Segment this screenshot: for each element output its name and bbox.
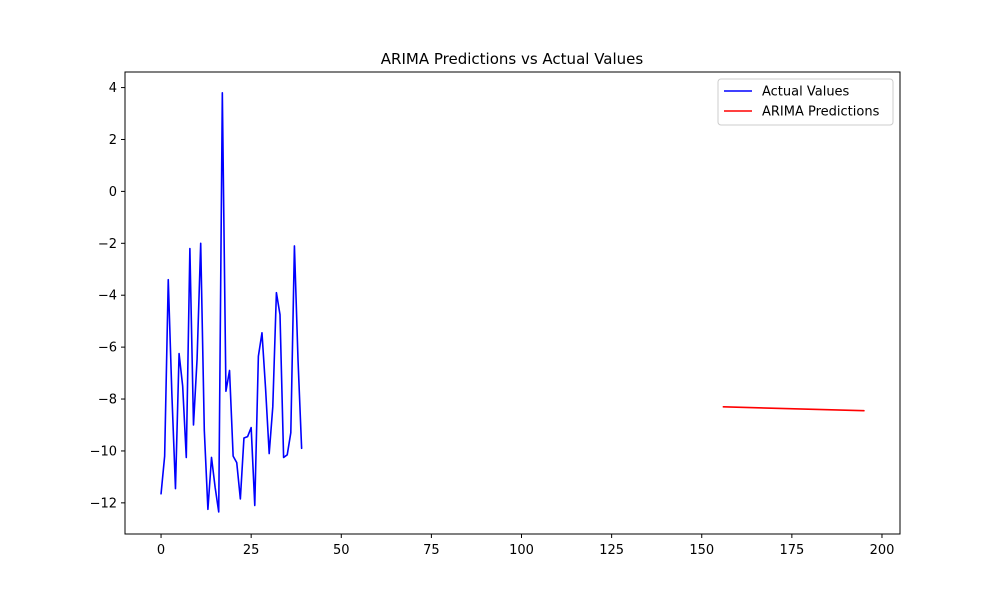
x-tick-label: 25 <box>243 543 260 558</box>
y-tick-label: −6 <box>98 341 117 356</box>
y-tick-label: −2 <box>98 237 117 252</box>
y-tick-label: 2 <box>109 133 117 148</box>
series-line-actual-values <box>160 91 303 513</box>
x-tick-label: 75 <box>423 543 440 558</box>
x-tick-label: 150 <box>689 543 714 558</box>
y-tick-label: −4 <box>98 289 117 304</box>
x-tick-label: 100 <box>509 543 534 558</box>
y-tick-label: 4 <box>109 81 117 96</box>
x-tick-label: 50 <box>333 543 350 558</box>
legend-box <box>717 78 894 126</box>
series-line-arima-predictions <box>722 406 865 412</box>
legend-label: Actual Values <box>762 85 850 100</box>
y-axis: −12 −10 −8 −6 −4 −2 0 2 4 <box>90 81 125 511</box>
x-tick-label: 125 <box>599 543 624 558</box>
x-axis: 0 25 50 75 100 125 150 175 200 <box>157 534 894 558</box>
x-tick-label: 200 <box>870 543 895 558</box>
y-tick-label: 0 <box>109 185 117 200</box>
legend: Actual Values ARIMA Predictions <box>717 78 894 126</box>
series-layer <box>160 91 865 513</box>
y-tick-label: −10 <box>90 444 117 459</box>
y-tick-label: −12 <box>90 496 117 511</box>
x-tick-label: 175 <box>779 543 804 558</box>
x-tick-label: 0 <box>157 543 165 558</box>
y-tick-label: −8 <box>98 393 117 408</box>
plot-area-frame <box>124 71 901 535</box>
legend-label: ARIMA Predictions <box>762 105 880 120</box>
chart-title: ARIMA Predictions vs Actual Values <box>381 50 644 68</box>
